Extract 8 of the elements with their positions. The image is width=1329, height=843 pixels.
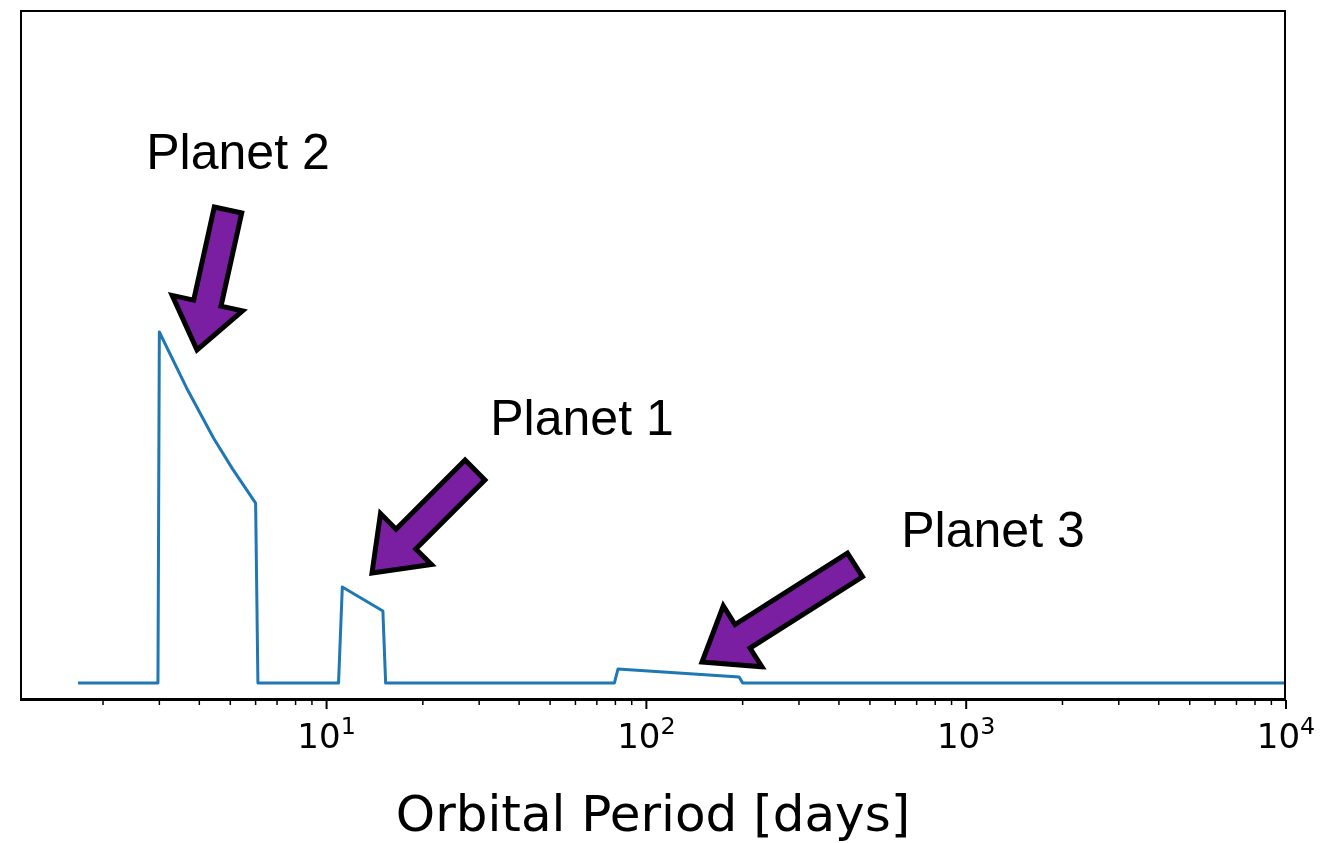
annotation: Planet 1 (490, 390, 674, 446)
annotation: Planet 3 (901, 502, 1085, 558)
x-axis-title: Orbital Period [days] (395, 785, 911, 843)
x-tick-label: 10$^{1}$ (297, 712, 356, 756)
x-tick-label: 10$^{4}$ (1256, 712, 1316, 756)
text: Planet 2 (146, 124, 330, 180)
x-tick-label: 10$^{3}$ (936, 712, 996, 756)
x-tick-label: 10$^{2}$ (617, 712, 676, 756)
